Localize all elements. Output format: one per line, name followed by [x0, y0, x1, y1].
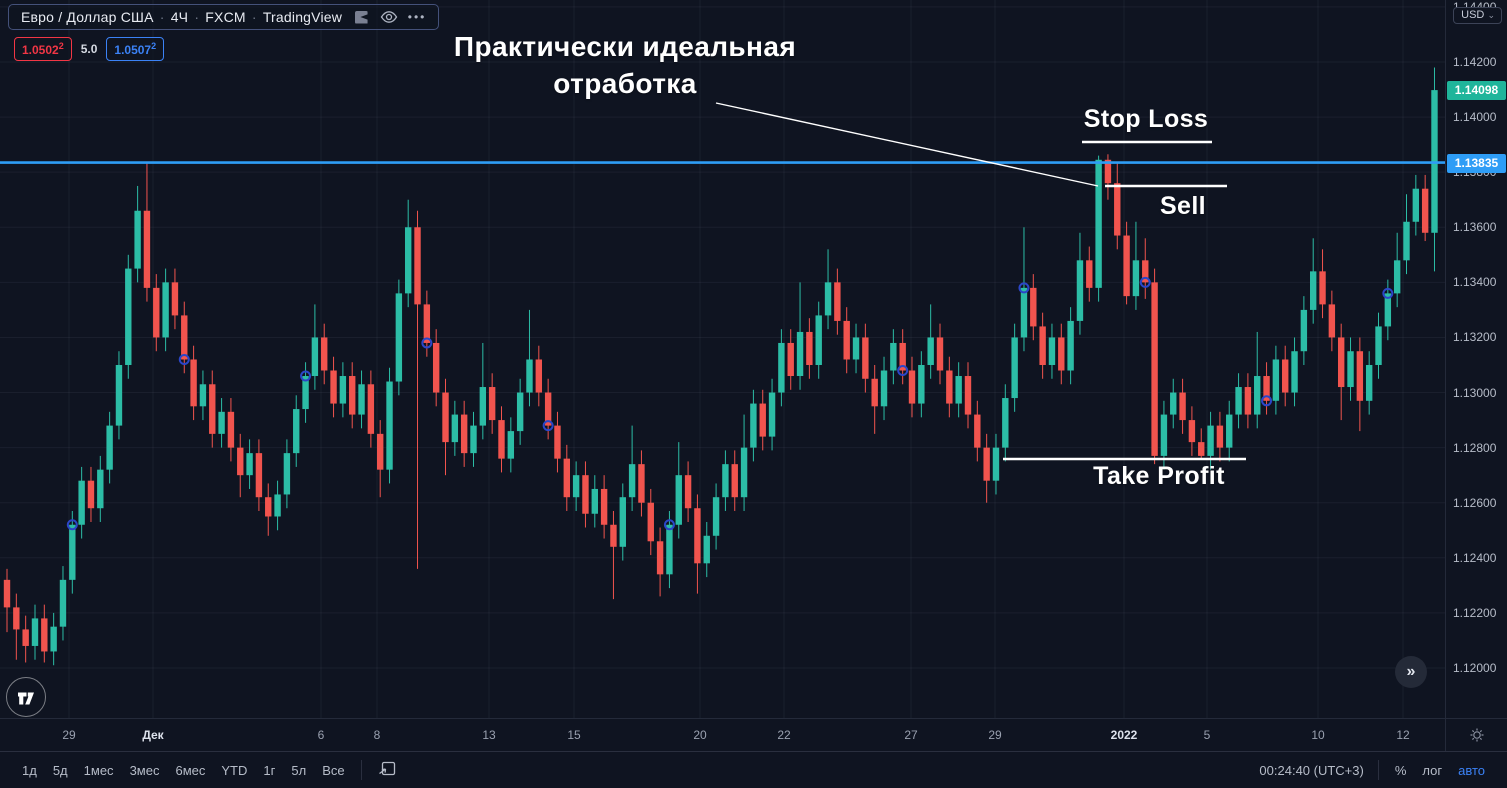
percent-scale-button[interactable]: % — [1394, 762, 1407, 778]
range-button-1мес[interactable]: 1мес — [83, 762, 114, 778]
range-button-6мес[interactable]: 6мес — [175, 762, 206, 778]
quote-row: 1.05022 5.0 1.05072 — [14, 37, 165, 61]
time-tick-label: 13 — [482, 728, 496, 742]
range-button-Все[interactable]: Все — [322, 762, 345, 778]
time-tick-label: 20 — [693, 728, 707, 742]
price-tick-label: 1.14200 — [1453, 55, 1497, 69]
range-button-1г[interactable]: 1г — [263, 762, 276, 778]
toolbar-separator — [360, 760, 362, 780]
time-tick-label: Дек — [142, 728, 164, 742]
price-tick-label: 1.12600 — [1453, 495, 1497, 510]
currency-toggle-button[interactable]: USD ⌄ — [1453, 7, 1502, 24]
price-tick-label: 1.12800 — [1453, 440, 1497, 455]
time-tick-label: 5 — [1203, 728, 1211, 742]
symbol-header[interactable]: Евро / Доллар США · 4Ч · FXCM · TradingV… — [8, 4, 440, 30]
symbol-title: Евро / Доллар США · 4Ч · FXCM · TradingV… — [21, 9, 343, 25]
time-tick-label: 6 — [317, 728, 325, 742]
level-price-badge: 1.13835 — [1447, 153, 1506, 173]
more-options-icon[interactable]: ••• — [407, 10, 427, 24]
range-button-5д[interactable]: 5д — [52, 762, 68, 778]
candlestick-chart[interactable] — [0, 0, 1445, 718]
go-to-date-icon[interactable] — [370, 755, 405, 785]
annotation-take-profit: Take Profit — [1093, 462, 1225, 490]
price-tick-label: 1.12400 — [1453, 550, 1497, 565]
axis-settings-corner[interactable] — [1445, 718, 1507, 751]
tv-logo-icon — [18, 692, 34, 705]
range-button-1д[interactable]: 1д — [22, 762, 37, 778]
range-button-3мес[interactable]: 3мес — [129, 762, 160, 778]
range-button-5л[interactable]: 5л — [291, 762, 307, 778]
time-tick-label: 27 — [904, 728, 918, 742]
chevron-down-icon: ⌄ — [1487, 10, 1495, 20]
price-tick-label: 1.12200 — [1453, 605, 1497, 620]
time-tick-label: 2022 — [1110, 728, 1138, 742]
date-range-switcher: 1д 5д 1мес 3мес 6мес YTD 1г 5л Все — [14, 755, 405, 785]
price-tick-label: 1.13600 — [1453, 220, 1497, 235]
screenshot-icon[interactable] — [352, 8, 370, 26]
last-price-badge: 1.14098 — [1447, 81, 1506, 101]
time-tick-label: 29 — [988, 728, 1002, 742]
time-tick-label: 8 — [373, 728, 381, 742]
time-tick-label: 15 — [567, 728, 581, 742]
price-tick-label: 1.14000 — [1453, 110, 1497, 125]
auto-scale-button[interactable]: авто — [1458, 762, 1485, 778]
price-tick-label: 1.13200 — [1453, 330, 1497, 345]
range-button-YTD[interactable]: YTD — [221, 762, 248, 778]
time-tick-label: 29 — [62, 728, 76, 742]
bottom-toolbar: 1д 5д 1мес 3мес 6мес YTD 1г 5л Все 00:24:40 (UTC… — [0, 751, 1507, 788]
bid-price-badge[interactable]: 1.05022 — [14, 37, 72, 61]
time-tick-label: 10 — [1311, 728, 1325, 742]
price-tick-label: 1.13000 — [1453, 385, 1497, 400]
tradingview-logo[interactable] — [6, 677, 46, 717]
toolbar-separator — [1377, 760, 1379, 780]
time-tick-label: 12 — [1396, 728, 1410, 742]
gear-icon[interactable] — [1469, 727, 1485, 743]
annotation-stop-loss: Stop Loss — [1083, 105, 1209, 133]
annotation-sell: Sell — [1159, 192, 1207, 220]
scroll-right-button[interactable]: » — [1395, 656, 1427, 688]
clock-label[interactable]: 00:24:40 (UTC+3) — [1259, 762, 1364, 778]
price-tick-label: 1.12000 — [1453, 660, 1497, 675]
ask-price-badge[interactable]: 1.05072 — [106, 37, 165, 61]
double-chevron-right-icon: » — [1406, 663, 1416, 680]
price-axis[interactable]: USD ⌄ 1.144001.142001.140001.138001.1360… — [1445, 0, 1507, 718]
spread-value: 5.0 — [80, 42, 98, 56]
price-tick-label: 1.13400 — [1453, 275, 1497, 290]
toolbar-right-group: 00:24:40 (UTC+3) % лог авто — [1253, 759, 1493, 782]
eye-icon[interactable] — [380, 8, 398, 26]
annotation-title: Практически идеальная отработка — [453, 31, 797, 99]
time-axis[interactable]: 29 Дек 6 8 13 15 20 22 27 29 2022 5 10 12 — [0, 718, 1445, 751]
time-tick-label: 22 — [777, 728, 791, 742]
log-scale-button[interactable]: лог — [1422, 762, 1443, 778]
